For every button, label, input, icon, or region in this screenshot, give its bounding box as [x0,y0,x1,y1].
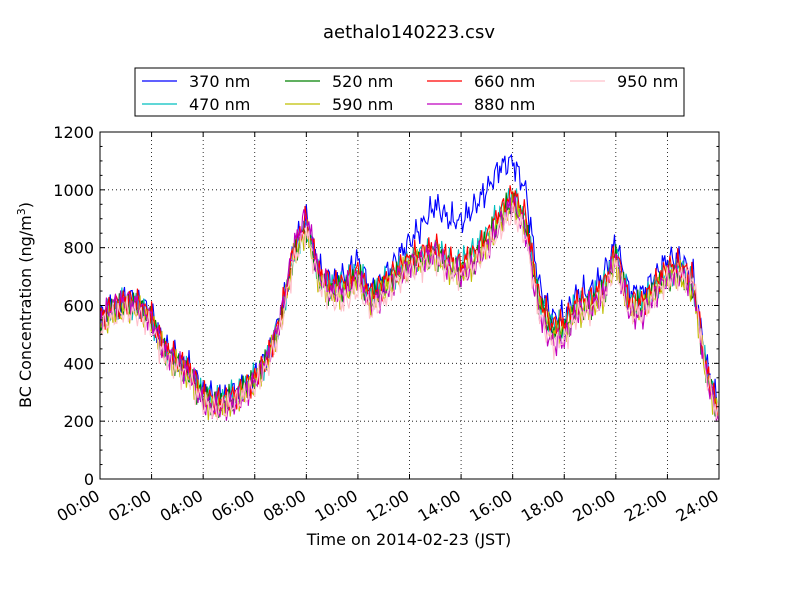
x-tick-label: 22:00 [621,486,670,526]
x-tick-label: 02:00 [105,486,154,526]
y-tick-label: 800 [63,239,94,258]
series-line [99,185,720,416]
legend-label: 370 nm [189,72,250,91]
x-tick-label: 12:00 [363,486,412,526]
legend-item: 660 nm [427,72,535,91]
legend-item: 880 nm [427,95,535,114]
series-line [99,196,720,422]
legend-label: 590 nm [332,95,393,114]
x-tick-label: 14:00 [415,486,464,526]
legend-label: 950 nm [617,72,678,91]
y-tick-label: 400 [63,354,94,373]
y-axis-label-sup: 3 [15,208,28,215]
y-tick-label: 1000 [53,181,94,200]
x-tick-label: 24:00 [673,486,722,526]
legend-item: 470 nm [142,95,250,114]
x-tick-label: 06:00 [208,486,257,526]
x-tick-label: 18:00 [518,486,567,526]
series-line [99,202,720,422]
legend-item: 520 nm [285,72,393,91]
legend-label: 880 nm [474,95,535,114]
x-tick-label: 08:00 [260,486,309,526]
x-tick-label: 04:00 [157,486,206,526]
y-tick-label: 0 [84,470,94,489]
x-tick-label: 16:00 [466,486,515,526]
legend-label: 470 nm [189,95,250,114]
y-tick-label: 200 [63,412,94,431]
legend-item: 370 nm [142,72,250,91]
x-tick-label: 20:00 [569,486,618,526]
legend-box [134,67,685,117]
y-axis-label-main: BC Concentration (ng/m [16,215,35,408]
legend: 370 nm 470 nm 520 nm 590 nm 660 nm 880 nm 950 … [134,67,685,117]
x-axis-label: Time on 2014-02-23 (JST) [306,530,511,549]
x-tick-label: 00:00 [54,486,103,526]
series-lines [99,153,720,422]
y-axis-label: BC Concentration (ng/m3) [15,202,35,408]
legend-item: 590 nm [285,95,393,114]
y-tick-label: 1200 [53,123,94,142]
y-axis-label-tail: ) [16,202,35,208]
legend-item: 950 nm [570,72,678,91]
legend-label: 660 nm [474,72,535,91]
legend-label: 520 nm [332,72,393,91]
y-tick-label: 600 [63,297,94,316]
chart-title: aethalo140223.csv [323,22,495,43]
plot-background [100,132,719,479]
x-tick-label: 10:00 [311,486,360,526]
